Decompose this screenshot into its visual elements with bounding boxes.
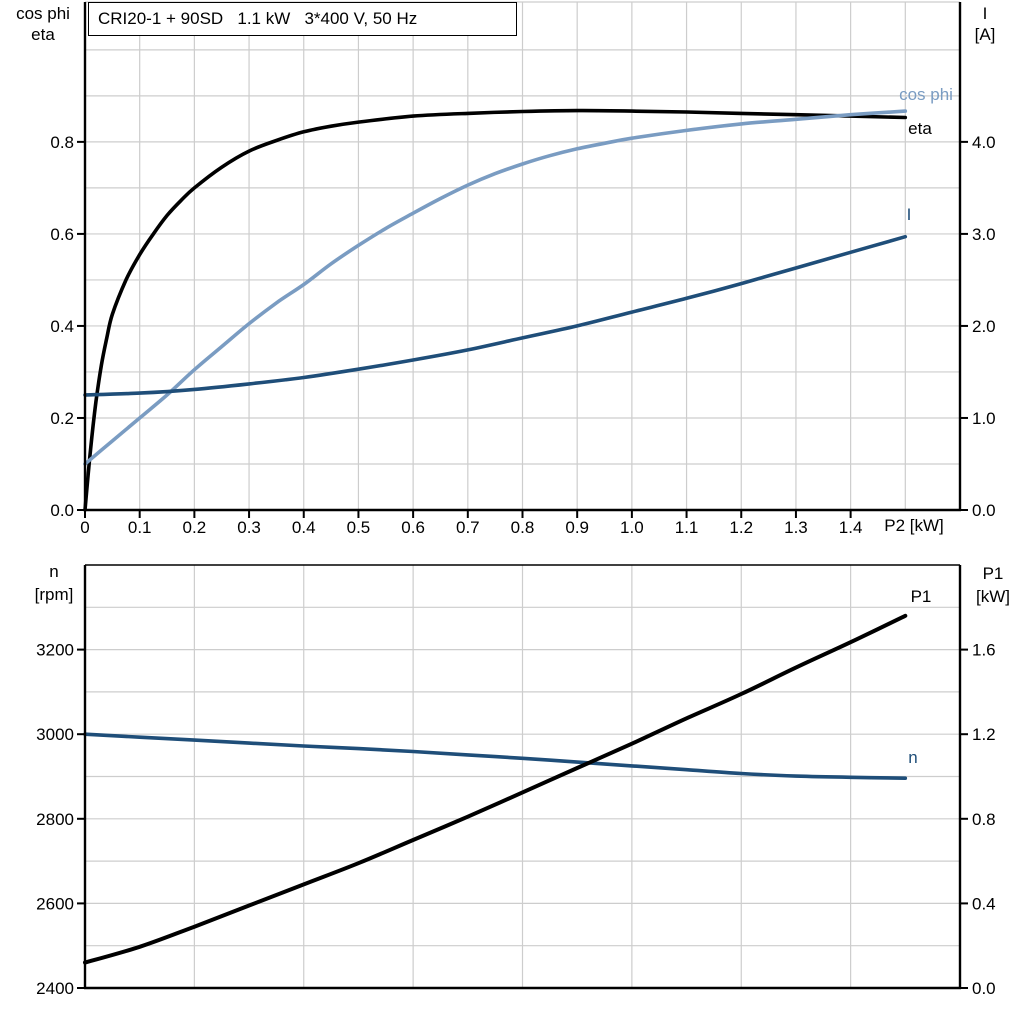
- tick-label: 0.1: [128, 518, 152, 537]
- top-left-axis-title-eta: eta: [31, 25, 55, 44]
- curve-label-cos-phi: cos phi: [899, 85, 953, 104]
- tick-label: 0.3: [237, 518, 261, 537]
- tick-label: 3200: [36, 641, 74, 660]
- curve-label-i: I: [906, 205, 912, 224]
- bottom-right-axis-title-p1: P1: [982, 564, 1004, 583]
- tick-label: 1.6: [972, 641, 996, 660]
- top-left-axis-title-cos-phi: cos phi: [16, 4, 70, 23]
- tick-label: 0.9: [565, 518, 589, 537]
- tick-label: 0.8: [511, 518, 535, 537]
- curve-label-eta: eta: [908, 119, 932, 138]
- tick-label: 2600: [36, 894, 74, 913]
- tick-label: 0.0: [50, 501, 74, 520]
- tick-label: 0.4: [292, 518, 316, 537]
- bottom-left-axis-title-n: n: [49, 562, 59, 581]
- curve-eta: [83, 108, 908, 512]
- top-right-axis-title-i: I: [982, 4, 988, 23]
- tick-label: 1.2: [729, 518, 753, 537]
- curve-i: [83, 234, 908, 397]
- top-right-axis-title-unit-a: [A]: [974, 25, 996, 44]
- tick-label: 0.8: [972, 810, 996, 829]
- bottom-right-axis-title-unit-kw: [kW]: [976, 587, 1010, 606]
- tick-label: 0.5: [347, 518, 371, 537]
- tick-label: 0.6: [50, 225, 74, 244]
- tick-label: 1.4: [839, 518, 863, 537]
- tick-label: 2800: [36, 810, 74, 829]
- tick-label: 0.6: [401, 518, 425, 537]
- tick-label: 0.7: [456, 518, 480, 537]
- curve-n: [83, 732, 908, 780]
- tick-label: 3000: [36, 725, 74, 744]
- curve-label-n: n: [908, 748, 918, 767]
- bottom-left-axis-title-unit-rpm: [rpm]: [34, 585, 74, 604]
- tick-label: 1.2: [972, 725, 996, 744]
- chart-title: CRI20-1 + 90SD 1.1 kW 3*400 V, 50 Hz: [98, 9, 418, 28]
- curve-p1: [83, 613, 908, 965]
- tick-label: 4.0: [972, 133, 996, 152]
- tick-label: 0.4: [972, 894, 996, 913]
- tick-label: 1.0: [972, 409, 996, 428]
- tick-label: 1.0: [620, 518, 644, 537]
- tick-label: 2.0: [972, 317, 996, 336]
- tick-label: 0.8: [50, 133, 74, 152]
- tick-label: 3.0: [972, 225, 996, 244]
- tick-label: 1.1: [675, 518, 699, 537]
- curve-cos-phi: [83, 109, 908, 466]
- tick-label: 0: [80, 518, 89, 537]
- tick-label: 0.4: [50, 317, 74, 336]
- tick-label: 1.3: [784, 518, 808, 537]
- tick-label: 0.0: [972, 501, 996, 520]
- chart-title-box: CRI20-1 + 90SD 1.1 kW 3*400 V, 50 Hz: [88, 2, 517, 36]
- tick-label: 0.0: [972, 979, 996, 998]
- curve-label-p1: P1: [910, 587, 932, 606]
- tick-label: 2400: [36, 979, 74, 998]
- tick-label: 0.2: [50, 409, 74, 428]
- x-axis-unit-label-p2-kw: P2 [kW]: [884, 516, 944, 535]
- tick-label: 0.2: [183, 518, 207, 537]
